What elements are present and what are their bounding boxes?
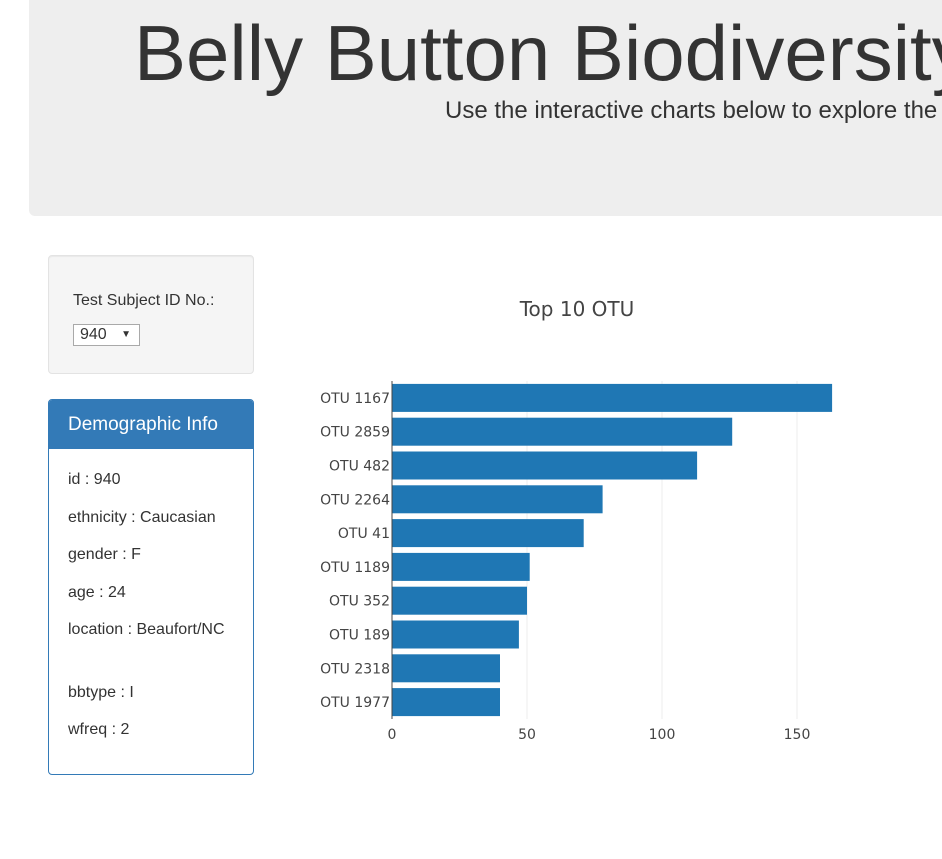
y-tick-label: OTU 2318 <box>320 661 390 677</box>
chart-bars <box>392 383 833 717</box>
bar[interactable] <box>392 417 733 446</box>
bar[interactable] <box>392 654 500 683</box>
chart-title: Top 10 OTU <box>519 297 635 321</box>
chart-x-tick-labels: 0 50 100 150 <box>388 727 811 743</box>
dropdown-arrow-icon: ▼ <box>121 329 131 340</box>
demographic-age: age : 24 <box>68 584 126 601</box>
bar[interactable] <box>392 451 698 480</box>
bar[interactable] <box>392 688 500 717</box>
y-tick-label: OTU 1189 <box>320 560 390 576</box>
x-tick-label: 150 <box>784 727 811 743</box>
y-tick-label: OTU 1977 <box>320 695 390 711</box>
demographic-info-heading: Demographic Info <box>49 400 253 449</box>
y-tick-label: OTU 352 <box>329 594 390 610</box>
demographic-wfreq: wfreq : 2 <box>68 721 130 738</box>
x-tick-label: 100 <box>649 727 676 743</box>
demographic-id: id : 940 <box>68 471 121 488</box>
demographic-info-panel: Demographic Info id : 940 ethnicity : Ca… <box>48 399 254 775</box>
demographic-bbtype: bbtype : I <box>68 684 134 701</box>
subject-selector-panel: Test Subject ID No.: 940 ▼ <box>48 255 254 374</box>
chart-y-tick-labels: OTU 1167 OTU 2859 OTU 482 OTU 2264 OTU 41 OTU… <box>320 391 390 711</box>
bar[interactable] <box>392 586 527 615</box>
y-tick-label: OTU 189 <box>329 628 390 644</box>
bar[interactable] <box>392 485 603 514</box>
bar-chart-svg[interactable]: Top 10 OTU OTU 1167 OTU 2859 OTU 482 OTU 22… <box>270 270 890 750</box>
y-tick-label: OTU 2859 <box>320 425 390 441</box>
page-subtitle: Use the interactive charts below to expl… <box>445 97 942 124</box>
demographic-location: location : Beaufort/NC <box>68 621 225 638</box>
top10-otu-chart[interactable]: Top 10 OTU OTU 1167 OTU 2859 OTU 482 OTU 22… <box>270 270 890 750</box>
subject-id-selected-value: 940 <box>80 326 107 343</box>
subject-id-select[interactable]: 940 ▼ <box>73 324 140 346</box>
jumbotron-header: Belly Button Biodiversity Dashboard Use … <box>29 0 942 216</box>
bar[interactable] <box>392 552 530 581</box>
subject-id-label: Test Subject ID No.: <box>73 292 215 309</box>
y-tick-label: OTU 1167 <box>320 391 390 407</box>
y-tick-label: OTU 482 <box>329 459 390 475</box>
x-tick-label: 0 <box>388 727 397 743</box>
page-title: Belly Button Biodiversity Dashboard <box>134 9 942 97</box>
demographic-gender: gender : F <box>68 546 141 563</box>
bar[interactable] <box>392 620 519 649</box>
x-tick-label: 50 <box>518 727 536 743</box>
y-tick-label: OTU 41 <box>338 526 390 542</box>
y-tick-label: OTU 2264 <box>320 492 390 508</box>
demographic-ethnicity: ethnicity : Caucasian <box>68 509 216 526</box>
bar[interactable] <box>392 519 584 548</box>
bar[interactable] <box>392 383 833 412</box>
